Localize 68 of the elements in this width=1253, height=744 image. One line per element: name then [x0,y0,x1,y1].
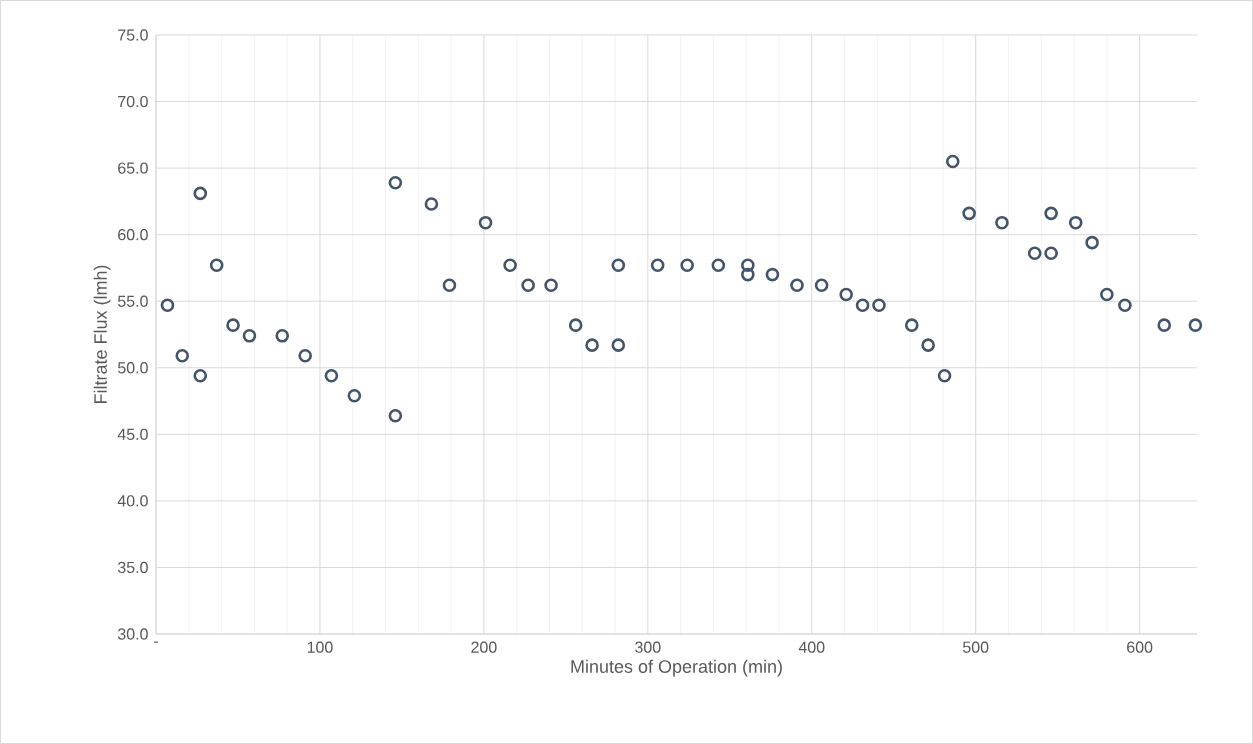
y-tick-label: 75.0 [118,29,148,41]
point [765,267,780,282]
point [193,368,208,383]
x-tick-label: 200 [471,641,497,653]
point [790,278,804,293]
point [741,258,755,273]
point [921,338,935,352]
y-tick-label: 65.0 [118,162,148,174]
point [521,278,535,293]
x-tick-label: 600 [1127,641,1153,653]
point [503,258,517,273]
point [711,258,726,273]
y-tick-label: 30.0 [117,628,148,640]
point [175,348,190,363]
point [1188,318,1203,332]
x-tick-label: 100 [307,641,333,653]
y-tick-label: 50.0 [117,362,148,374]
point [160,298,175,313]
point [962,206,976,221]
point [388,175,403,190]
point [193,186,208,201]
y-tick-label: 70.0 [118,95,148,108]
point [242,329,257,343]
point [741,267,755,282]
point [568,318,583,332]
y-tick-label: 35.0 [117,561,148,574]
x-tick-label: 300 [635,641,661,653]
y-tick-label: 60.0 [118,229,148,241]
point [1085,235,1099,250]
point [1100,287,1114,302]
point [995,215,1009,230]
point [442,278,457,293]
point [904,318,919,332]
y-tick-label: 40.0 [117,495,148,507]
point [424,197,439,211]
x-axis-title: Minutes of Operation (min) [571,659,782,677]
point [209,258,224,273]
x-tick-label: 500 [963,641,989,653]
point [388,408,403,423]
point [611,258,626,273]
point [1157,318,1172,332]
point [1044,206,1058,221]
point [1118,298,1132,313]
y-axis-title: Filtrate Flux (lmh) [93,265,111,404]
y-tick-label: 55.0 [117,295,148,307]
point [1027,246,1042,261]
point [324,368,339,383]
point [544,278,558,293]
point [872,298,886,313]
point [1068,215,1083,230]
point [275,329,290,343]
y-tick-label: 45.0 [117,428,148,440]
point [226,318,240,332]
point [650,258,665,273]
point [1044,246,1058,261]
point [298,348,312,363]
point [937,368,952,383]
point [855,298,870,313]
point [839,287,853,302]
x-tick-label: 400 [798,641,825,653]
point [585,338,599,352]
point [680,258,694,273]
point [814,278,829,293]
point [347,388,362,403]
point [611,338,626,352]
point [478,215,493,230]
point [945,154,960,169]
x-tick-label: - [154,641,158,643]
